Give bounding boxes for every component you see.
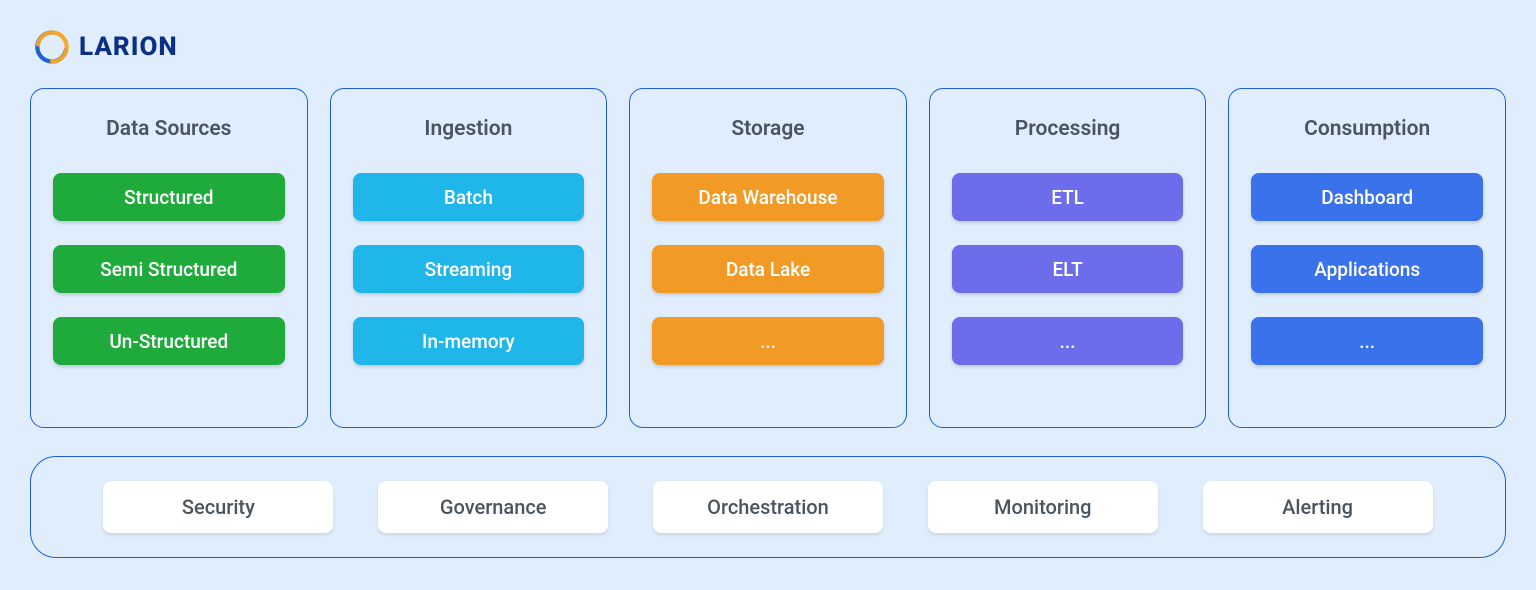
- foundation-governance: Governance: [378, 481, 608, 533]
- pill-processing-more: ...: [952, 317, 1184, 365]
- stage-ingestion: Ingestion Batch Streaming In-memory: [330, 88, 608, 428]
- pill-applications: Applications: [1251, 245, 1483, 293]
- pill-un-structured: Un-Structured: [53, 317, 285, 365]
- stage-items: Data Warehouse Data Lake ...: [652, 173, 884, 365]
- stage-storage: Storage Data Warehouse Data Lake ...: [629, 88, 907, 428]
- pill-semi-structured: Semi Structured: [53, 245, 285, 293]
- brand-swirl-icon: [35, 30, 69, 64]
- foundation-orchestration: Orchestration: [653, 481, 883, 533]
- foundation-monitoring: Monitoring: [928, 481, 1158, 533]
- pill-streaming: Streaming: [353, 245, 585, 293]
- brand-name: LARION: [79, 32, 178, 62]
- pill-dashboard: Dashboard: [1251, 173, 1483, 221]
- foundation-alerting: Alerting: [1203, 481, 1433, 533]
- stage-title: Data Sources: [53, 117, 285, 141]
- foundation-security: Security: [103, 481, 333, 533]
- pill-storage-more: ...: [652, 317, 884, 365]
- pill-elt: ELT: [952, 245, 1184, 293]
- stage-title: Storage: [652, 117, 884, 141]
- stage-items: Dashboard Applications ...: [1251, 173, 1483, 365]
- stage-title: Ingestion: [353, 117, 585, 141]
- stage-data-sources: Data Sources Structured Semi Structured …: [30, 88, 308, 428]
- pipeline-stages-row: Data Sources Structured Semi Structured …: [30, 88, 1506, 428]
- foundation-bar: Security Governance Orchestration Monito…: [30, 456, 1506, 558]
- pill-batch: Batch: [353, 173, 585, 221]
- pill-data-lake: Data Lake: [652, 245, 884, 293]
- pill-in-memory: In-memory: [353, 317, 585, 365]
- pill-consumption-more: ...: [1251, 317, 1483, 365]
- stage-processing: Processing ETL ELT ...: [929, 88, 1207, 428]
- stage-items: Batch Streaming In-memory: [353, 173, 585, 365]
- stage-title: Processing: [952, 117, 1184, 141]
- stage-title: Consumption: [1251, 117, 1483, 141]
- pill-structured: Structured: [53, 173, 285, 221]
- pill-data-warehouse: Data Warehouse: [652, 173, 884, 221]
- stage-consumption: Consumption Dashboard Applications ...: [1228, 88, 1506, 428]
- pill-etl: ETL: [952, 173, 1184, 221]
- stage-items: ETL ELT ...: [952, 173, 1184, 365]
- stage-items: Structured Semi Structured Un-Structured: [53, 173, 285, 365]
- brand-logo: LARION: [35, 30, 178, 64]
